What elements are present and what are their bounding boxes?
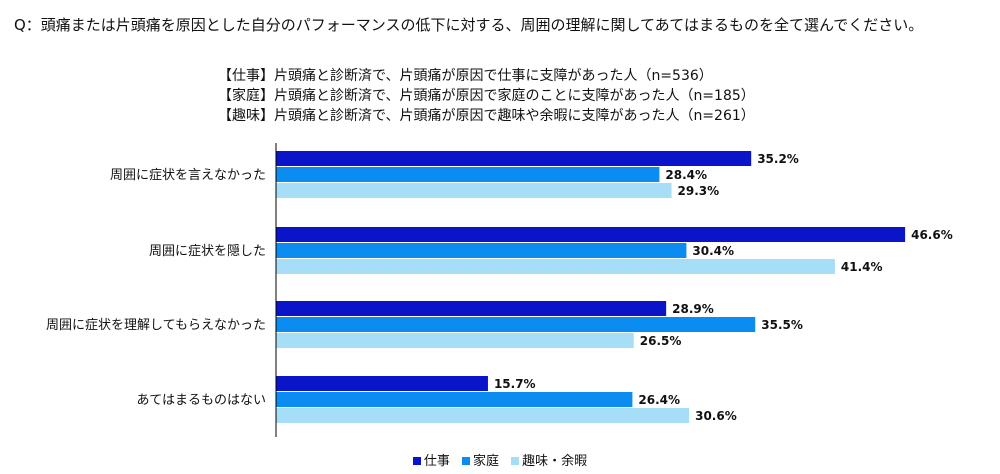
data-label-work: 35.2%	[757, 152, 799, 166]
data-label-work: 15.7%	[494, 377, 536, 391]
data-label-home: 30.4%	[692, 244, 734, 258]
question-text: Q：頭痛または片頭痛を原因とした自分のパフォーマンスの低下に対する、周囲の理解に…	[14, 16, 924, 34]
data-label-hobby: 41.4%	[841, 260, 883, 274]
legend-label-hobby: 趣味・余暇	[522, 454, 588, 469]
bar-home	[276, 167, 660, 182]
bar-hobby	[276, 183, 672, 198]
legend-label-work: 仕事	[423, 454, 450, 469]
data-label-home: 35.5%	[761, 318, 803, 332]
bar-hobby	[276, 333, 634, 348]
legend-item-hobby: 趣味・余暇	[511, 450, 587, 469]
category-label: あてはまるものはない	[137, 393, 266, 408]
data-label-hobby: 30.6%	[695, 409, 737, 423]
bar-home	[276, 243, 687, 258]
note-hobby: 【趣味】片頭痛と診断済で、片頭痛が原因で趣味や余暇に支障があった人（n=261）	[218, 108, 755, 124]
bar-hobby	[276, 259, 835, 274]
legend-swatch-hobby	[511, 457, 520, 465]
legend-item-home: 家庭	[461, 450, 499, 469]
data-label-work: 28.9%	[672, 302, 714, 316]
bar-work	[276, 376, 488, 391]
data-label-hobby: 29.3%	[678, 184, 720, 198]
legend-swatch-home	[461, 457, 470, 465]
legend-label-home: 家庭	[472, 454, 499, 469]
bar-home	[276, 392, 633, 407]
category-label: 周囲に症状を理解してもらえなかった	[46, 318, 266, 333]
data-label-home: 28.4%	[665, 168, 707, 182]
bar-work	[276, 151, 752, 166]
sample-notes: 【仕事】片頭痛と診断済で、片頭痛が原因で仕事に支障があった人（n=536） 【家…	[218, 66, 755, 126]
data-label-work: 46.6%	[911, 228, 953, 242]
category-label: 周囲に症状を言えなかった	[110, 168, 266, 183]
note-work: 【仕事】片頭痛と診断済で、片頭痛が原因で仕事に支障があった人（n=536）	[218, 68, 713, 84]
category-label: 周囲に症状を隠した	[149, 244, 266, 259]
bar-hobby	[276, 408, 690, 423]
data-label-home: 26.4%	[638, 393, 680, 407]
note-home: 【家庭】片頭痛と診断済で、片頭痛が原因で家庭のことに支障があった人（n=185）	[218, 88, 755, 104]
legend-swatch-work	[412, 457, 421, 465]
legend: 仕事 家庭 趣味・余暇	[0, 450, 1000, 469]
data-label-hobby: 26.5%	[640, 334, 682, 348]
bar-work	[276, 227, 906, 242]
legend-item-work: 仕事	[412, 450, 450, 469]
bar-home	[276, 317, 756, 332]
bar-work	[276, 301, 667, 316]
